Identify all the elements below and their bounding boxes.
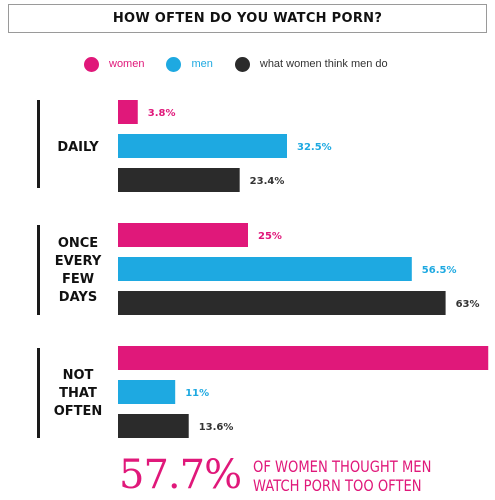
category-label: OFTEN xyxy=(54,404,103,419)
bar-men xyxy=(118,380,176,404)
legend-item-perceived: what women think men do xyxy=(234,56,388,72)
data-label: 23.4% xyxy=(250,176,285,187)
legend-item-women: women xyxy=(84,56,145,72)
category-label: THAT xyxy=(59,386,97,401)
category-label: NOT xyxy=(63,368,94,383)
data-label: 63% xyxy=(456,299,480,310)
bar-women xyxy=(118,223,248,247)
legend-item-men: men xyxy=(166,56,213,72)
bar-men xyxy=(118,134,287,158)
category-separator xyxy=(37,348,40,438)
data-label: 11% xyxy=(185,388,209,399)
caption-line-2: WATCH PORN TOO OFTEN xyxy=(253,476,422,495)
bar-men xyxy=(118,257,412,281)
category-label: FEW xyxy=(62,272,94,287)
bar-women xyxy=(118,100,138,124)
category-label: DAYS xyxy=(59,290,97,305)
category-separator xyxy=(37,100,40,188)
data-label: 56.5% xyxy=(422,265,457,276)
legend-label-perceived: what women think men do xyxy=(259,58,388,70)
legend-swatch-women xyxy=(84,56,99,72)
chart-title: HOW OFTEN DO YOU WATCH PORN? xyxy=(112,11,383,26)
caption: 57.7% OF WOMEN THOUGHT MEN WATCH PORN TO… xyxy=(119,455,471,495)
category-label: DAILY xyxy=(57,140,99,155)
legend-label-women: women xyxy=(109,58,145,70)
caption-text: OF WOMEN THOUGHT MEN WATCH PORN TOO OFTE… xyxy=(253,457,431,495)
category-label: EVERY xyxy=(55,254,102,269)
bar-perceived xyxy=(118,168,240,192)
data-label: 32.5% xyxy=(297,142,332,153)
caption-highlight: 57.7% xyxy=(119,452,242,498)
legend-label-men: men xyxy=(191,58,213,70)
data-label: 3.8% xyxy=(148,108,176,119)
caption-line-1: OF WOMEN THOUGHT MEN xyxy=(253,457,432,476)
bar-perceived xyxy=(118,291,446,315)
bar-women xyxy=(118,346,489,370)
category-separator xyxy=(37,225,40,315)
data-label: 25% xyxy=(258,231,282,242)
data-label: 13.6% xyxy=(199,422,234,433)
legend: women men what women think men do xyxy=(84,55,410,73)
bar-chart: DAILY 3.8% 32.5% 23.4% ONCE EVERY FEW DAYS 25% 56… xyxy=(37,100,489,438)
legend-swatch-men xyxy=(166,56,182,72)
chart-title-box: HOW OFTEN DO YOU WATCH PORN? xyxy=(8,4,487,33)
legend-swatch-perceived xyxy=(234,56,250,72)
category-label: ONCE xyxy=(58,236,98,251)
bar-perceived xyxy=(118,414,189,438)
